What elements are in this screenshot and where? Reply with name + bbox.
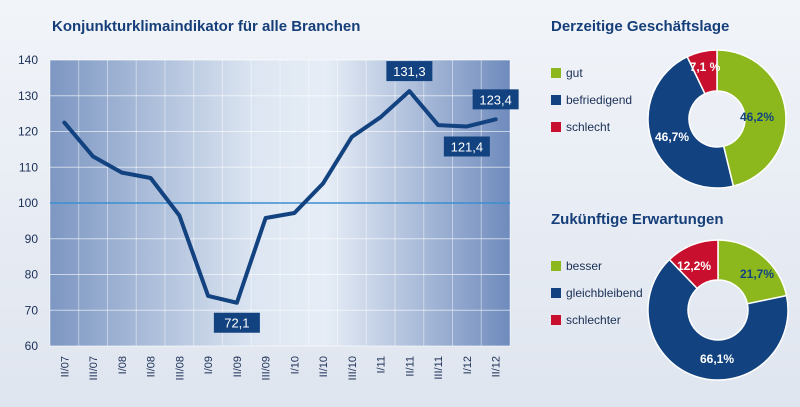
legend-label-schlecht: schlecht [566, 120, 611, 134]
x-axis-ticks: II/07 III/07 I/08 II/08 III/08 I/09 II/09 III/0… [59, 356, 502, 380]
donut-slice-schlecht [686, 49, 718, 95]
donut-label-schlecht: 7,1 % [690, 60, 721, 74]
pie2-legend: besser gleichbleibend schlechter [551, 259, 643, 327]
pie1-legend: gut befriedigend schlecht [551, 66, 632, 134]
value-callout: 72,1 [213, 312, 260, 333]
x-tick-label: II/07 [59, 356, 71, 377]
callout-label: 121,4 [451, 139, 484, 154]
legend-label-besser: besser [566, 259, 602, 273]
donut-slice-schlechter [668, 239, 719, 290]
x-tick-label: III/08 [174, 356, 186, 380]
pie2-title: Zukünftige Erwartungen [551, 211, 724, 228]
x-tick-label: III/11 [433, 356, 445, 380]
x-tick-label: III/09 [261, 356, 273, 380]
pie1-donut: 46,2% 46,7% 7,1 % [647, 49, 787, 189]
y-tick-label: 140 [18, 53, 38, 67]
x-tick-label: III/07 [88, 356, 100, 380]
legend-swatch-befriedigend [551, 95, 561, 105]
pie1-title: Derzeitige Geschäftslage [551, 18, 729, 35]
callout-box [213, 312, 260, 333]
callout-label: 72,1 [224, 316, 249, 331]
donut-slice-besser [717, 239, 788, 305]
donut-slice-gut [716, 49, 787, 187]
x-tick-label: II/08 [146, 356, 158, 377]
callout-box [472, 89, 519, 110]
legend-label-gut: gut [566, 66, 583, 80]
x-tick-label: I/12 [462, 356, 474, 374]
series-line [62, 89, 498, 305]
callout-label: 123,4 [479, 92, 512, 107]
y-tick-label: 100 [18, 196, 38, 210]
x-tick-label: III/10 [347, 356, 359, 380]
x-tick-label: I/09 [203, 356, 215, 374]
callout-box [386, 61, 433, 82]
y-tick-label: 70 [25, 303, 39, 317]
x-tick-label: I/11 [376, 356, 388, 374]
donut-slice-gleichbleibend [647, 258, 789, 381]
donut-label-schlechter: 12,2% [677, 259, 711, 273]
x-tick-label: II/11 [404, 356, 416, 377]
donut-label-besser: 21,7% [740, 267, 774, 281]
legend-label-schlechter: schlechter [566, 313, 621, 327]
y-axis-ticks: 60 70 80 90 100 110 120 130 140 [18, 53, 38, 353]
callout-box [443, 136, 490, 157]
donut-label-gleichbleibend: 66,1% [700, 352, 734, 366]
legend-label-gleichbleibend: gleichbleibend [566, 286, 643, 300]
y-tick-label: 90 [25, 232, 39, 246]
legend-swatch-schlechter [551, 315, 561, 325]
x-tick-label: I/10 [289, 356, 301, 374]
legend-swatch-gleichbleibend [551, 288, 561, 298]
value-callouts: 72,1 131,3 121,4 123,4 [213, 61, 519, 333]
y-tick-label: 110 [19, 160, 38, 174]
donut-slice-befriedigend [647, 55, 735, 189]
value-callout: 121,4 [443, 136, 490, 157]
legend-swatch-schlecht [551, 122, 561, 132]
y-tick-label: 130 [18, 89, 38, 103]
value-callout: 123,4 [472, 89, 519, 110]
y-tick-label: 120 [18, 125, 38, 139]
callout-label: 131,3 [393, 64, 426, 79]
y-tick-label: 60 [25, 339, 39, 353]
line-chart-title: Konjunkturklimaindikator für alle Branch… [52, 18, 360, 35]
x-tick-label: I/08 [117, 356, 129, 374]
value-callout: 131,3 [386, 61, 433, 82]
x-tick-label: II/12 [491, 356, 503, 377]
pie2-donut: 21,7% 66,1% 12,2% [647, 239, 789, 381]
legend-swatch-besser [551, 261, 561, 271]
x-tick-label: II/10 [318, 356, 330, 377]
y-tick-label: 80 [25, 268, 39, 282]
legend-swatch-gut [551, 68, 561, 78]
x-tick-label: II/09 [232, 356, 244, 377]
legend-label-befriedigend: befriedigend [566, 93, 632, 107]
donut-label-befriedigend: 46,7% [655, 130, 689, 144]
donut-label-gut: 46,2% [740, 110, 774, 124]
